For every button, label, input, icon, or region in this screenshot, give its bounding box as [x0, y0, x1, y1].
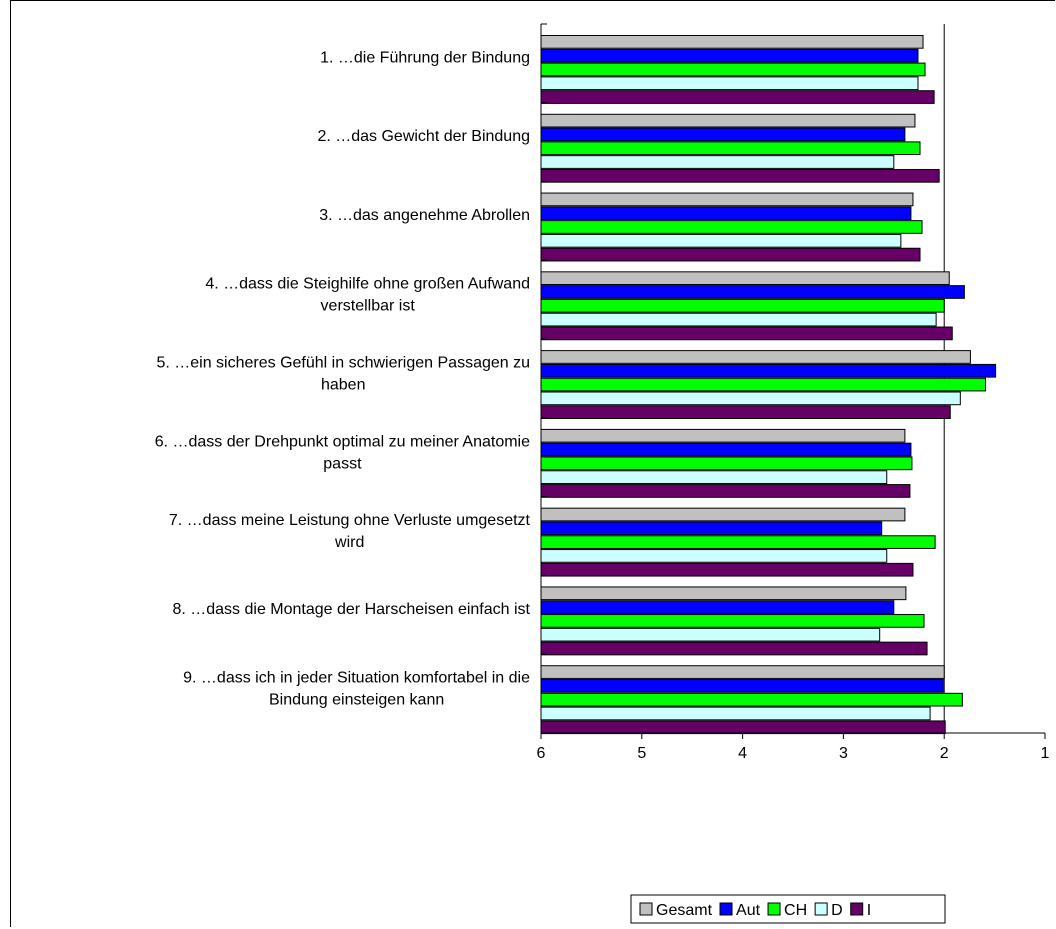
bar-d-item-6: [540, 470, 888, 484]
bar-aut-item-3: [540, 206, 912, 221]
category-label-8: 8. …dass die Montage der Harscheisen ein…: [172, 601, 530, 618]
bar-d-item-2: [540, 155, 895, 169]
legend-swatch-ch: [767, 902, 781, 916]
legend-swatch-i: [850, 902, 864, 916]
bar-i-item-5: [540, 405, 951, 420]
bar-d-item-7: [540, 549, 888, 563]
bar-i-item-4: [540, 326, 953, 341]
bar-d-item-3: [540, 233, 902, 248]
bar-aut-item-8: [540, 600, 895, 614]
legend-label-aut: Aut: [736, 902, 761, 919]
category-label-9: Bindung einsteigen kann: [269, 692, 444, 709]
x-tick-label: 3: [839, 745, 848, 762]
bar-ch-item-7: [540, 535, 936, 549]
bar-i-item-1: [540, 90, 935, 104]
bar-ch-item-6: [540, 456, 913, 471]
category-label-4: 4. …dass die Steighilfe ohne großen Aufw…: [205, 276, 530, 293]
bar-ch-item-5: [540, 377, 987, 392]
category-label-6: passt: [323, 455, 362, 472]
bar-gesamt-item-3: [540, 192, 914, 207]
bar-aut-item-5: [540, 363, 997, 378]
category-label-6: 6. …dass der Drehpunkt optimal zu meiner…: [155, 433, 530, 450]
legend-box: [630, 894, 946, 924]
legend-label-ch: CH: [784, 902, 807, 919]
category-label-9: 9. …dass ich in jeder Situation komforta…: [183, 670, 530, 687]
bar-i-item-8: [540, 641, 928, 656]
bar-i-item-6: [540, 484, 911, 498]
bar-ch-item-1: [540, 62, 926, 77]
bar-aut-item-1: [540, 48, 919, 63]
bar-gesamt-item-2: [540, 113, 916, 128]
bar-ch-item-8: [540, 614, 925, 628]
bar-d-item-1: [540, 76, 919, 91]
legend-swatch-aut: [719, 902, 733, 916]
chart-frame: [10, 0, 1055, 927]
legend-swatch-gesamt: [639, 902, 653, 916]
bar-d-item-9: [540, 706, 931, 721]
bar-ch-item-3: [540, 220, 923, 234]
category-label-7: wird: [334, 534, 364, 551]
bar-ch-item-4: [540, 298, 945, 313]
legend-label-gesamt: Gesamt: [656, 902, 713, 919]
category-label-1: 1. …die Führung der Bindung: [320, 49, 530, 66]
x-tick-label: 4: [738, 745, 747, 762]
legend-label-d: D: [831, 902, 843, 919]
x-tick-label: 1: [1041, 745, 1050, 762]
category-label-2: 2. …das Gewicht der Bindung: [317, 128, 530, 145]
x-tick-label: 6: [537, 745, 546, 762]
bar-gesamt-item-1: [540, 35, 924, 49]
x-tick-label: 5: [637, 745, 646, 762]
bar-gesamt-item-5: [540, 350, 971, 364]
bar-aut-item-9: [540, 679, 944, 693]
bar-gesamt-item-4: [540, 271, 950, 286]
legend-swatch-d: [814, 902, 828, 916]
category-label-3: 3. …das angenehme Abrollen: [319, 207, 530, 224]
bar-ch-item-9: [540, 692, 963, 707]
bar-gesamt-item-8: [540, 586, 907, 601]
category-label-5: 5. …ein sicheres Gefühl in schwierigen P…: [156, 355, 530, 372]
bar-aut-item-2: [540, 127, 906, 142]
category-label-4: verstellbar ist: [321, 298, 416, 315]
bar-gesamt-item-7: [540, 507, 906, 522]
bar-d-item-8: [540, 627, 881, 642]
category-label-7: 7. …dass meine Leistung ohne Verluste um…: [169, 512, 531, 529]
bar-i-item-7: [540, 562, 914, 577]
bar-i-item-9: [540, 720, 946, 735]
bar-gesamt-item-9: [540, 665, 945, 679]
bar-ch-item-2: [540, 141, 921, 156]
bar-gesamt-item-6: [540, 428, 906, 443]
category-label-5: haben: [321, 377, 366, 394]
bar-aut-item-4: [540, 285, 965, 299]
bar-i-item-3: [540, 247, 921, 262]
bar-d-item-5: [540, 391, 961, 406]
x-tick-label: 2: [940, 745, 949, 762]
bar-aut-item-6: [540, 442, 912, 457]
bar-d-item-4: [540, 312, 937, 327]
bar-aut-item-7: [540, 521, 883, 536]
bar-i-item-2: [540, 168, 940, 183]
legend-label-i: I: [867, 902, 871, 919]
